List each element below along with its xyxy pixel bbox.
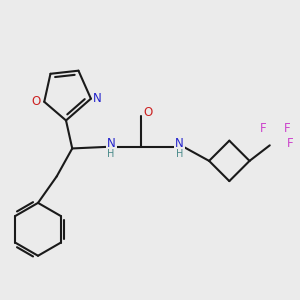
Text: N: N: [175, 137, 184, 150]
Text: F: F: [260, 122, 267, 135]
Text: F: F: [287, 137, 293, 150]
Text: H: H: [107, 149, 115, 159]
Text: F: F: [284, 122, 290, 135]
Text: N: N: [93, 92, 102, 105]
Text: N: N: [107, 137, 116, 150]
Text: O: O: [32, 95, 41, 108]
Text: O: O: [143, 106, 152, 119]
Text: H: H: [176, 149, 183, 159]
